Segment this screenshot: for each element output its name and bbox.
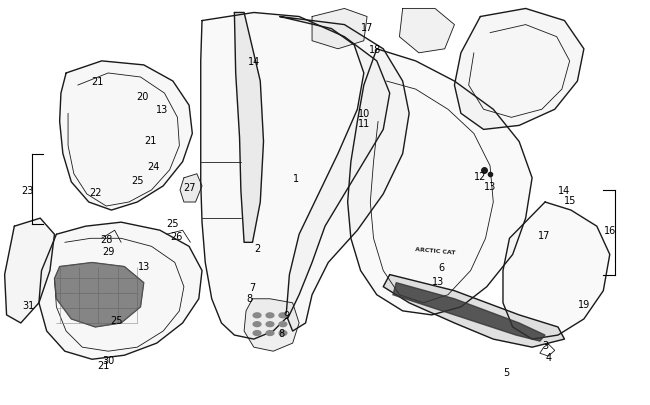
Polygon shape [393, 283, 545, 341]
Polygon shape [235, 13, 263, 243]
Text: 10: 10 [358, 109, 370, 119]
Text: 18: 18 [369, 45, 382, 55]
Circle shape [279, 331, 287, 336]
Polygon shape [280, 17, 409, 331]
Polygon shape [55, 263, 144, 327]
Text: 12: 12 [474, 171, 486, 181]
Text: 14: 14 [558, 185, 571, 196]
Text: 1: 1 [292, 173, 299, 183]
Text: 15: 15 [564, 196, 576, 205]
Text: 11: 11 [358, 119, 370, 129]
Circle shape [279, 313, 287, 318]
Text: 14: 14 [248, 57, 260, 67]
Text: 25: 25 [131, 175, 144, 185]
Text: 19: 19 [578, 299, 590, 309]
Text: 17: 17 [538, 230, 550, 241]
Circle shape [266, 331, 274, 336]
Text: 16: 16 [604, 226, 616, 236]
Polygon shape [454, 9, 584, 130]
Text: 3: 3 [542, 340, 548, 350]
Text: 8: 8 [246, 293, 252, 303]
Text: 9: 9 [283, 310, 289, 320]
Text: 21: 21 [98, 360, 110, 371]
Polygon shape [5, 219, 55, 323]
Text: 20: 20 [136, 92, 149, 102]
Text: 24: 24 [148, 161, 160, 171]
Text: 25: 25 [111, 315, 123, 325]
Polygon shape [201, 13, 390, 339]
Text: 28: 28 [100, 234, 112, 245]
Polygon shape [180, 174, 202, 202]
Text: 17: 17 [361, 23, 373, 32]
Text: 22: 22 [89, 188, 101, 197]
Circle shape [253, 331, 261, 336]
Text: 26: 26 [170, 232, 183, 242]
Circle shape [266, 322, 274, 327]
Polygon shape [244, 299, 299, 351]
Text: 5: 5 [503, 367, 510, 377]
Polygon shape [312, 9, 367, 50]
Circle shape [253, 313, 261, 318]
Polygon shape [348, 50, 532, 315]
Polygon shape [39, 223, 202, 359]
Text: 25: 25 [166, 218, 179, 228]
Text: 23: 23 [21, 185, 33, 196]
Polygon shape [503, 202, 610, 339]
Circle shape [253, 322, 261, 327]
Text: 8: 8 [278, 328, 284, 338]
Text: 2: 2 [254, 244, 260, 254]
Text: 13: 13 [432, 276, 445, 286]
Circle shape [279, 322, 287, 327]
Text: 27: 27 [183, 182, 196, 192]
Text: 21: 21 [91, 77, 103, 87]
Circle shape [266, 313, 274, 318]
Text: 13: 13 [156, 105, 168, 115]
Text: 4: 4 [545, 352, 551, 362]
Text: 7: 7 [250, 282, 255, 292]
Text: 21: 21 [144, 135, 157, 145]
Polygon shape [384, 275, 564, 347]
Text: 30: 30 [102, 355, 114, 365]
Text: 6: 6 [439, 262, 445, 272]
Polygon shape [60, 62, 192, 211]
Polygon shape [400, 9, 454, 54]
Text: 31: 31 [23, 300, 34, 310]
Text: 29: 29 [102, 247, 114, 256]
Text: 13: 13 [484, 181, 496, 192]
Text: 13: 13 [138, 261, 150, 271]
Text: ARCTIC CAT: ARCTIC CAT [415, 247, 456, 255]
